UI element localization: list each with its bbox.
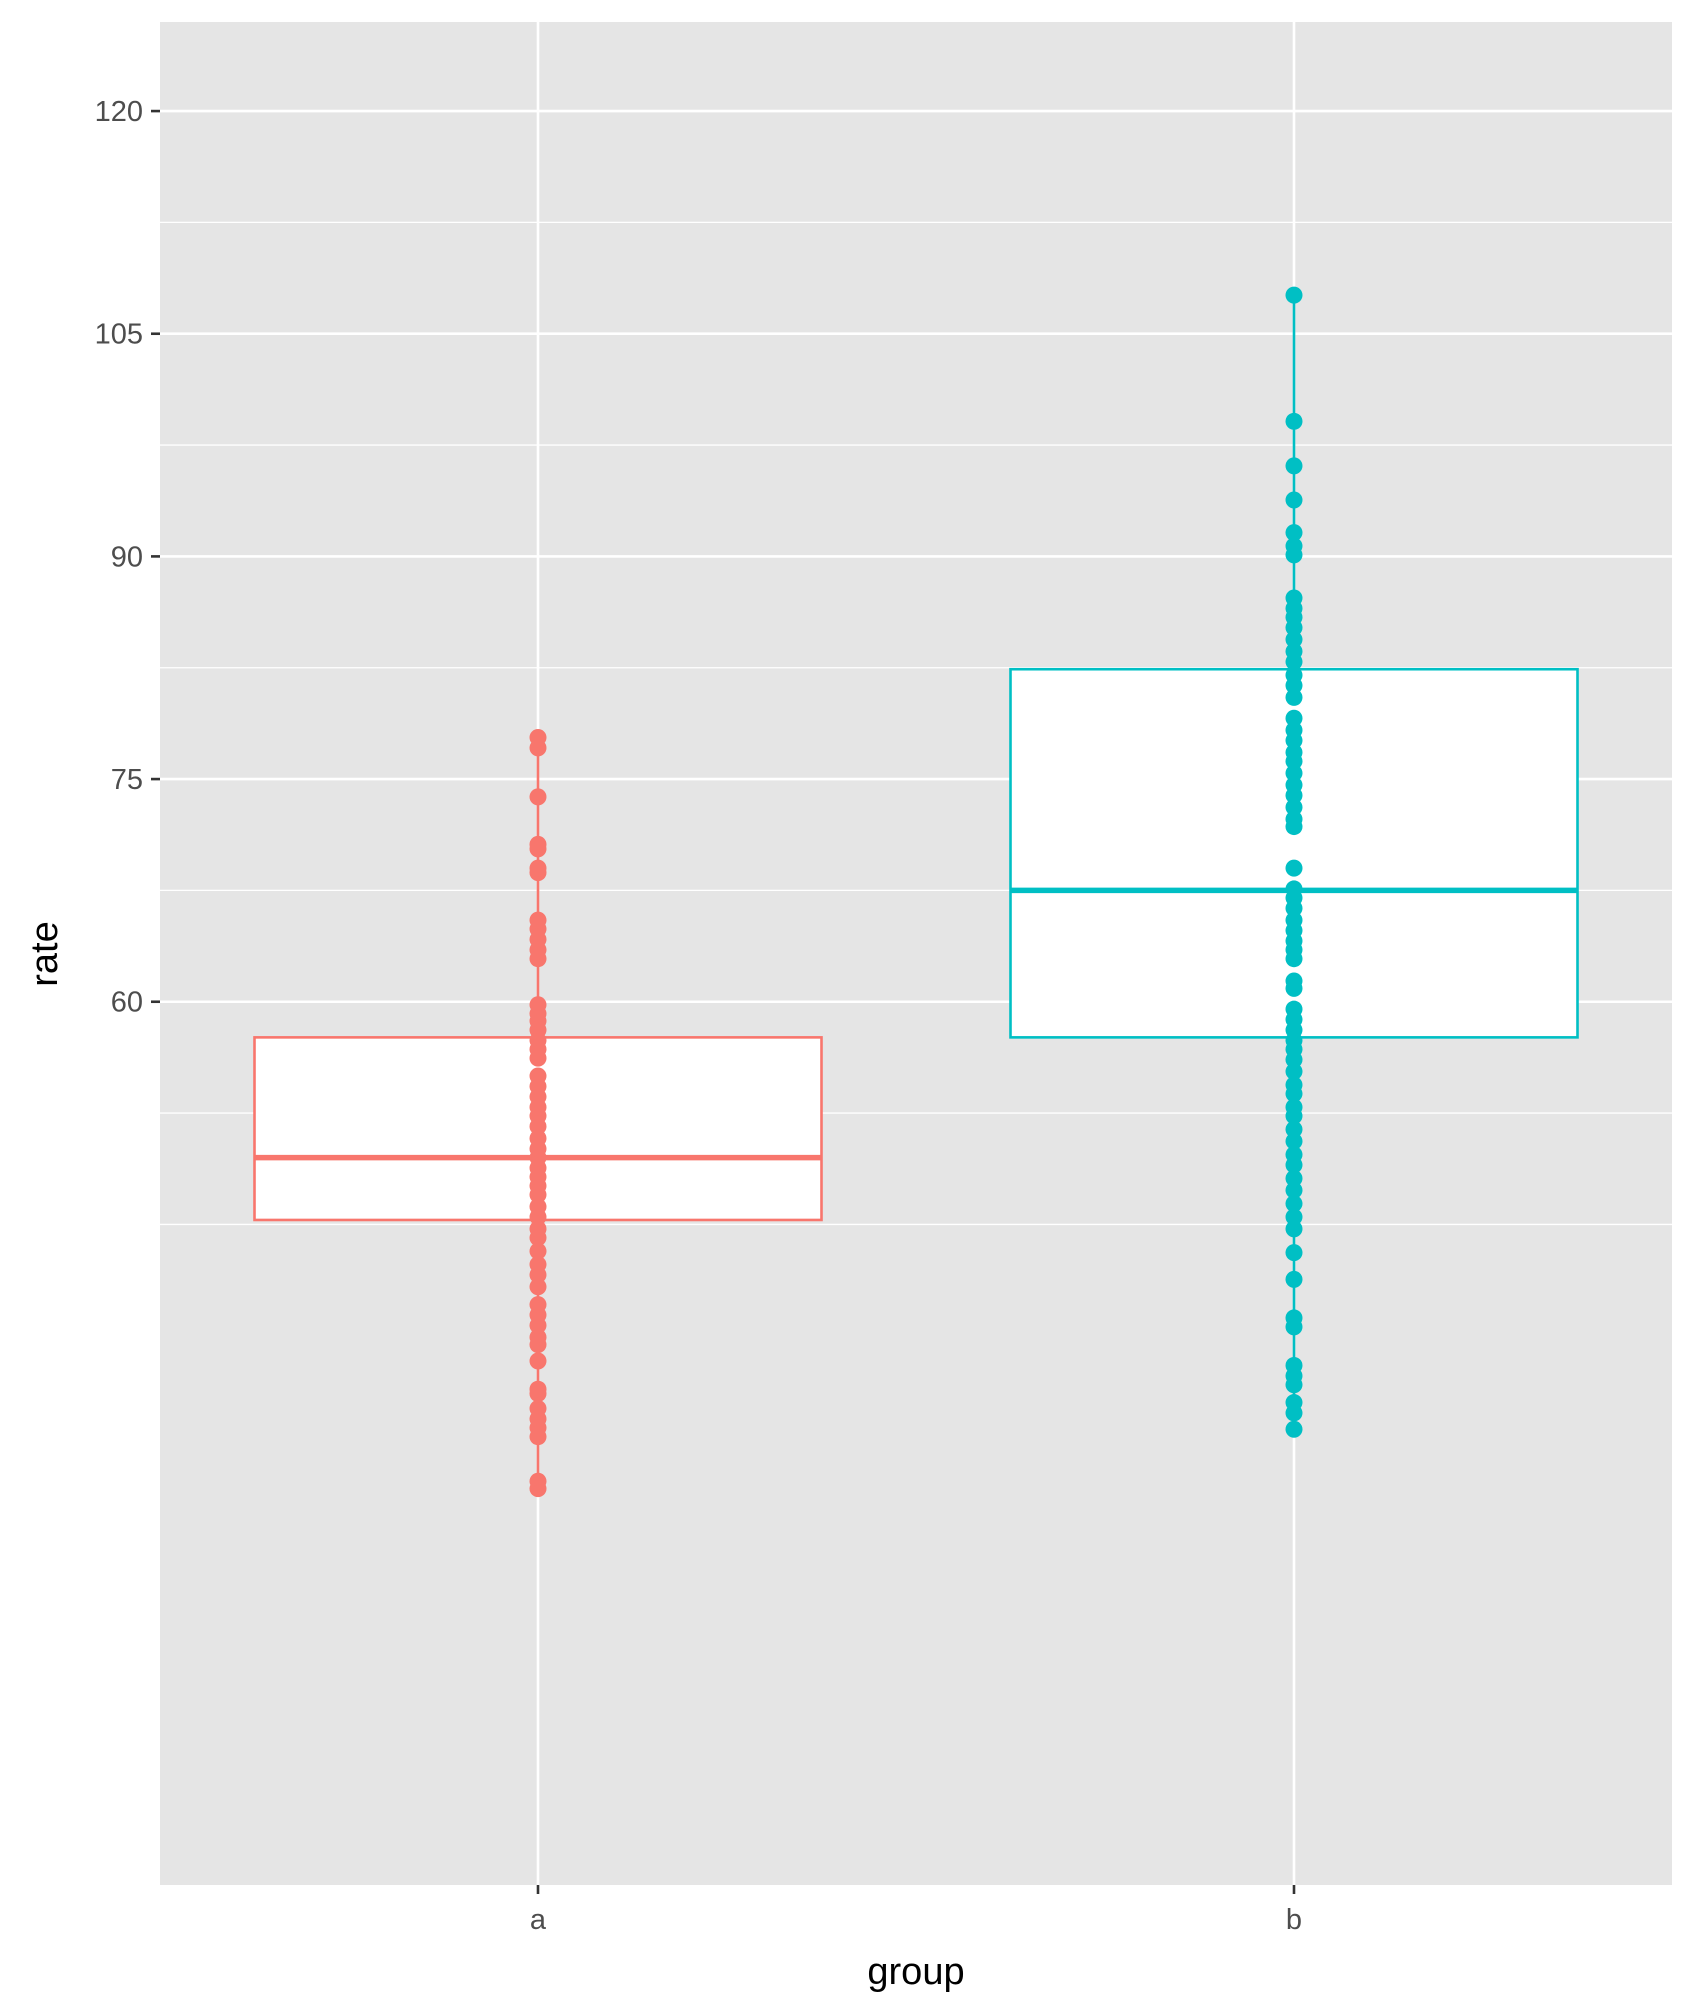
data-point (1285, 1244, 1303, 1262)
boxplot-group-b (1009, 286, 1579, 1438)
data-point (1285, 1063, 1303, 1081)
y-tick-label: 90 (111, 541, 143, 573)
y-tick-label: 105 (95, 319, 143, 351)
data-point (529, 1296, 547, 1314)
x-tick-label: b (1286, 1904, 1302, 1936)
data-point (1285, 1146, 1303, 1164)
data-point (1285, 1356, 1303, 1374)
data-point (529, 835, 547, 853)
data-point (1285, 457, 1303, 475)
x-tick-label: a (530, 1904, 547, 1936)
data-point (1285, 776, 1303, 794)
data-point (1285, 972, 1303, 990)
data-point (1285, 1208, 1303, 1226)
data-point (1285, 1098, 1303, 1116)
data-point (1285, 721, 1303, 739)
data-point (1285, 491, 1303, 509)
data-point (529, 788, 547, 806)
x-axis-title: group (867, 1951, 964, 1993)
data-point (1285, 286, 1303, 304)
data-point (529, 1328, 547, 1346)
data-point (529, 1399, 547, 1417)
data-point (1285, 589, 1303, 607)
data-point (1285, 911, 1303, 929)
data-point (529, 1472, 547, 1490)
boxplot-group-a (253, 729, 823, 1498)
data-point (1285, 688, 1303, 706)
data-point (1285, 798, 1303, 816)
data-point (529, 1242, 547, 1260)
data-point (529, 1278, 547, 1296)
data-point (529, 729, 547, 747)
data-point (529, 1129, 547, 1147)
data-point (1285, 1270, 1303, 1288)
data-point (1285, 1076, 1303, 1094)
data-point (1285, 1309, 1303, 1327)
data-point (529, 1198, 547, 1216)
data-point (1285, 859, 1303, 877)
y-axis: 60 75 90 105 120 (95, 96, 160, 1019)
data-point (529, 1352, 547, 1370)
data-point (1285, 1394, 1303, 1412)
data-point (1285, 1000, 1303, 1018)
data-point (1285, 1169, 1303, 1187)
y-axis-title: rate (24, 921, 66, 986)
data-point (1285, 537, 1303, 555)
data-point (1285, 412, 1303, 430)
data-point (1285, 1220, 1303, 1238)
data-point (1285, 1120, 1303, 1138)
data-point (1285, 743, 1303, 761)
data-point (529, 1380, 547, 1398)
data-point (529, 859, 547, 877)
y-tick-label: 75 (111, 764, 143, 796)
data-point (1285, 1195, 1303, 1213)
data-point (529, 1220, 547, 1238)
data-point (1285, 1181, 1303, 1199)
data-point (1285, 709, 1303, 727)
data-point (529, 1067, 547, 1085)
data-point (1285, 1420, 1303, 1438)
boxplot-groups (253, 286, 1579, 1498)
data-point (1285, 1132, 1303, 1150)
data-point (1285, 524, 1303, 542)
data-point (1285, 880, 1303, 898)
data-point (1285, 764, 1303, 782)
data-point (529, 911, 547, 929)
data-point (1285, 810, 1303, 828)
y-tick-label: 120 (95, 96, 143, 128)
y-tick-label: 60 (111, 987, 143, 1019)
data-point (529, 1255, 547, 1273)
data-point (1285, 631, 1303, 649)
data-point (529, 996, 547, 1014)
data-point (1285, 666, 1303, 684)
data-point (1285, 642, 1303, 660)
